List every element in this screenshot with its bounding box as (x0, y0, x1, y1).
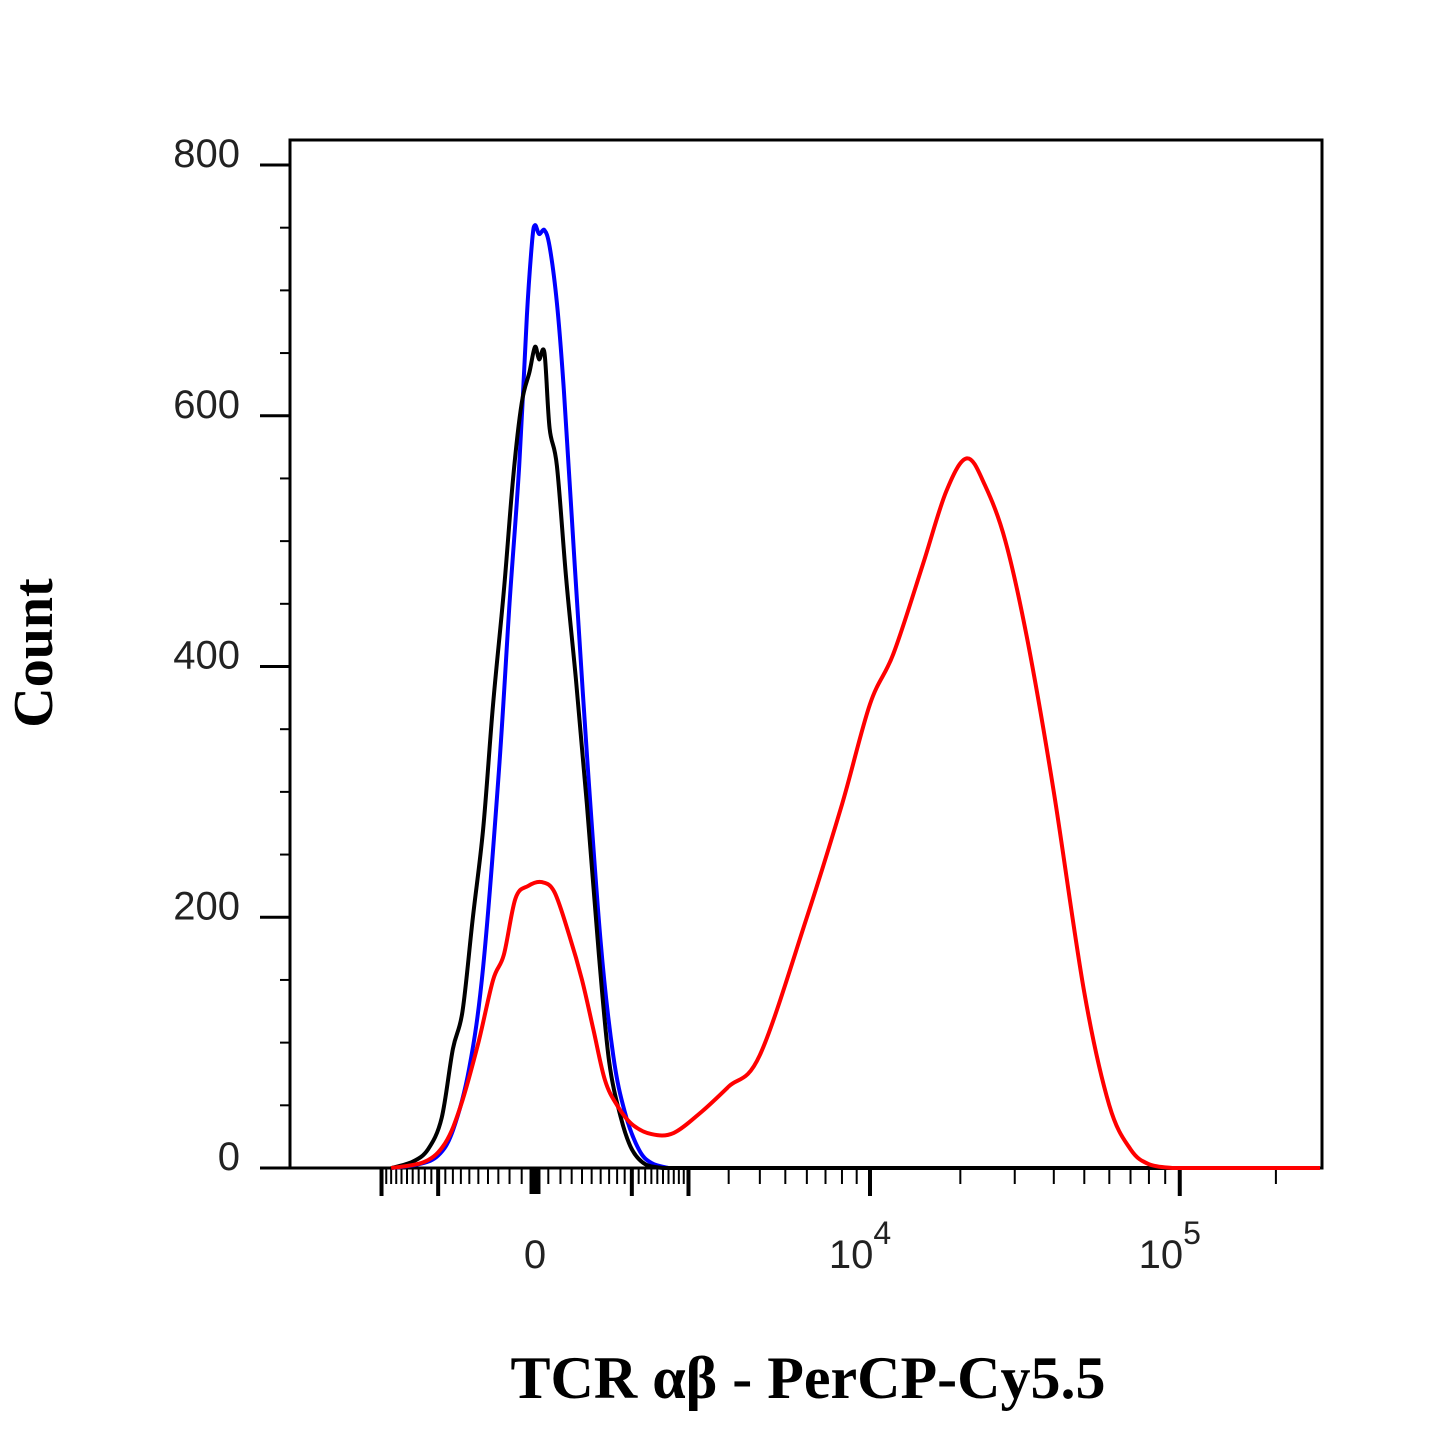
y-tick-label: 600 (173, 383, 240, 427)
y-tick-label: 400 (173, 634, 240, 678)
plot-border (288, 138, 1324, 1170)
series-layer (390, 223, 1320, 1170)
y-tick-label: 200 (173, 884, 240, 928)
x-tick-label: 105 (1139, 1215, 1201, 1277)
x-zero-block (529, 1168, 541, 1194)
y-axis: 0 200 400 600 800 (173, 132, 292, 1179)
series-line-2 (390, 344, 1320, 1170)
x-tick-label: 0 (524, 1233, 546, 1277)
y-axis-title: Count (3, 578, 65, 728)
x-tick-label: 104 (829, 1215, 891, 1277)
series-line-3 (390, 456, 1320, 1170)
plot-frame (288, 138, 1324, 1170)
series-line-1 (390, 223, 1320, 1170)
y-tick-label: 800 (173, 132, 240, 176)
x-axis: 0104105106 (290, 1166, 1322, 1277)
y-tick-label: 0 (218, 1135, 240, 1179)
x-axis-title: TCR αβ - PerCP-Cy5.5 (511, 1345, 1106, 1411)
